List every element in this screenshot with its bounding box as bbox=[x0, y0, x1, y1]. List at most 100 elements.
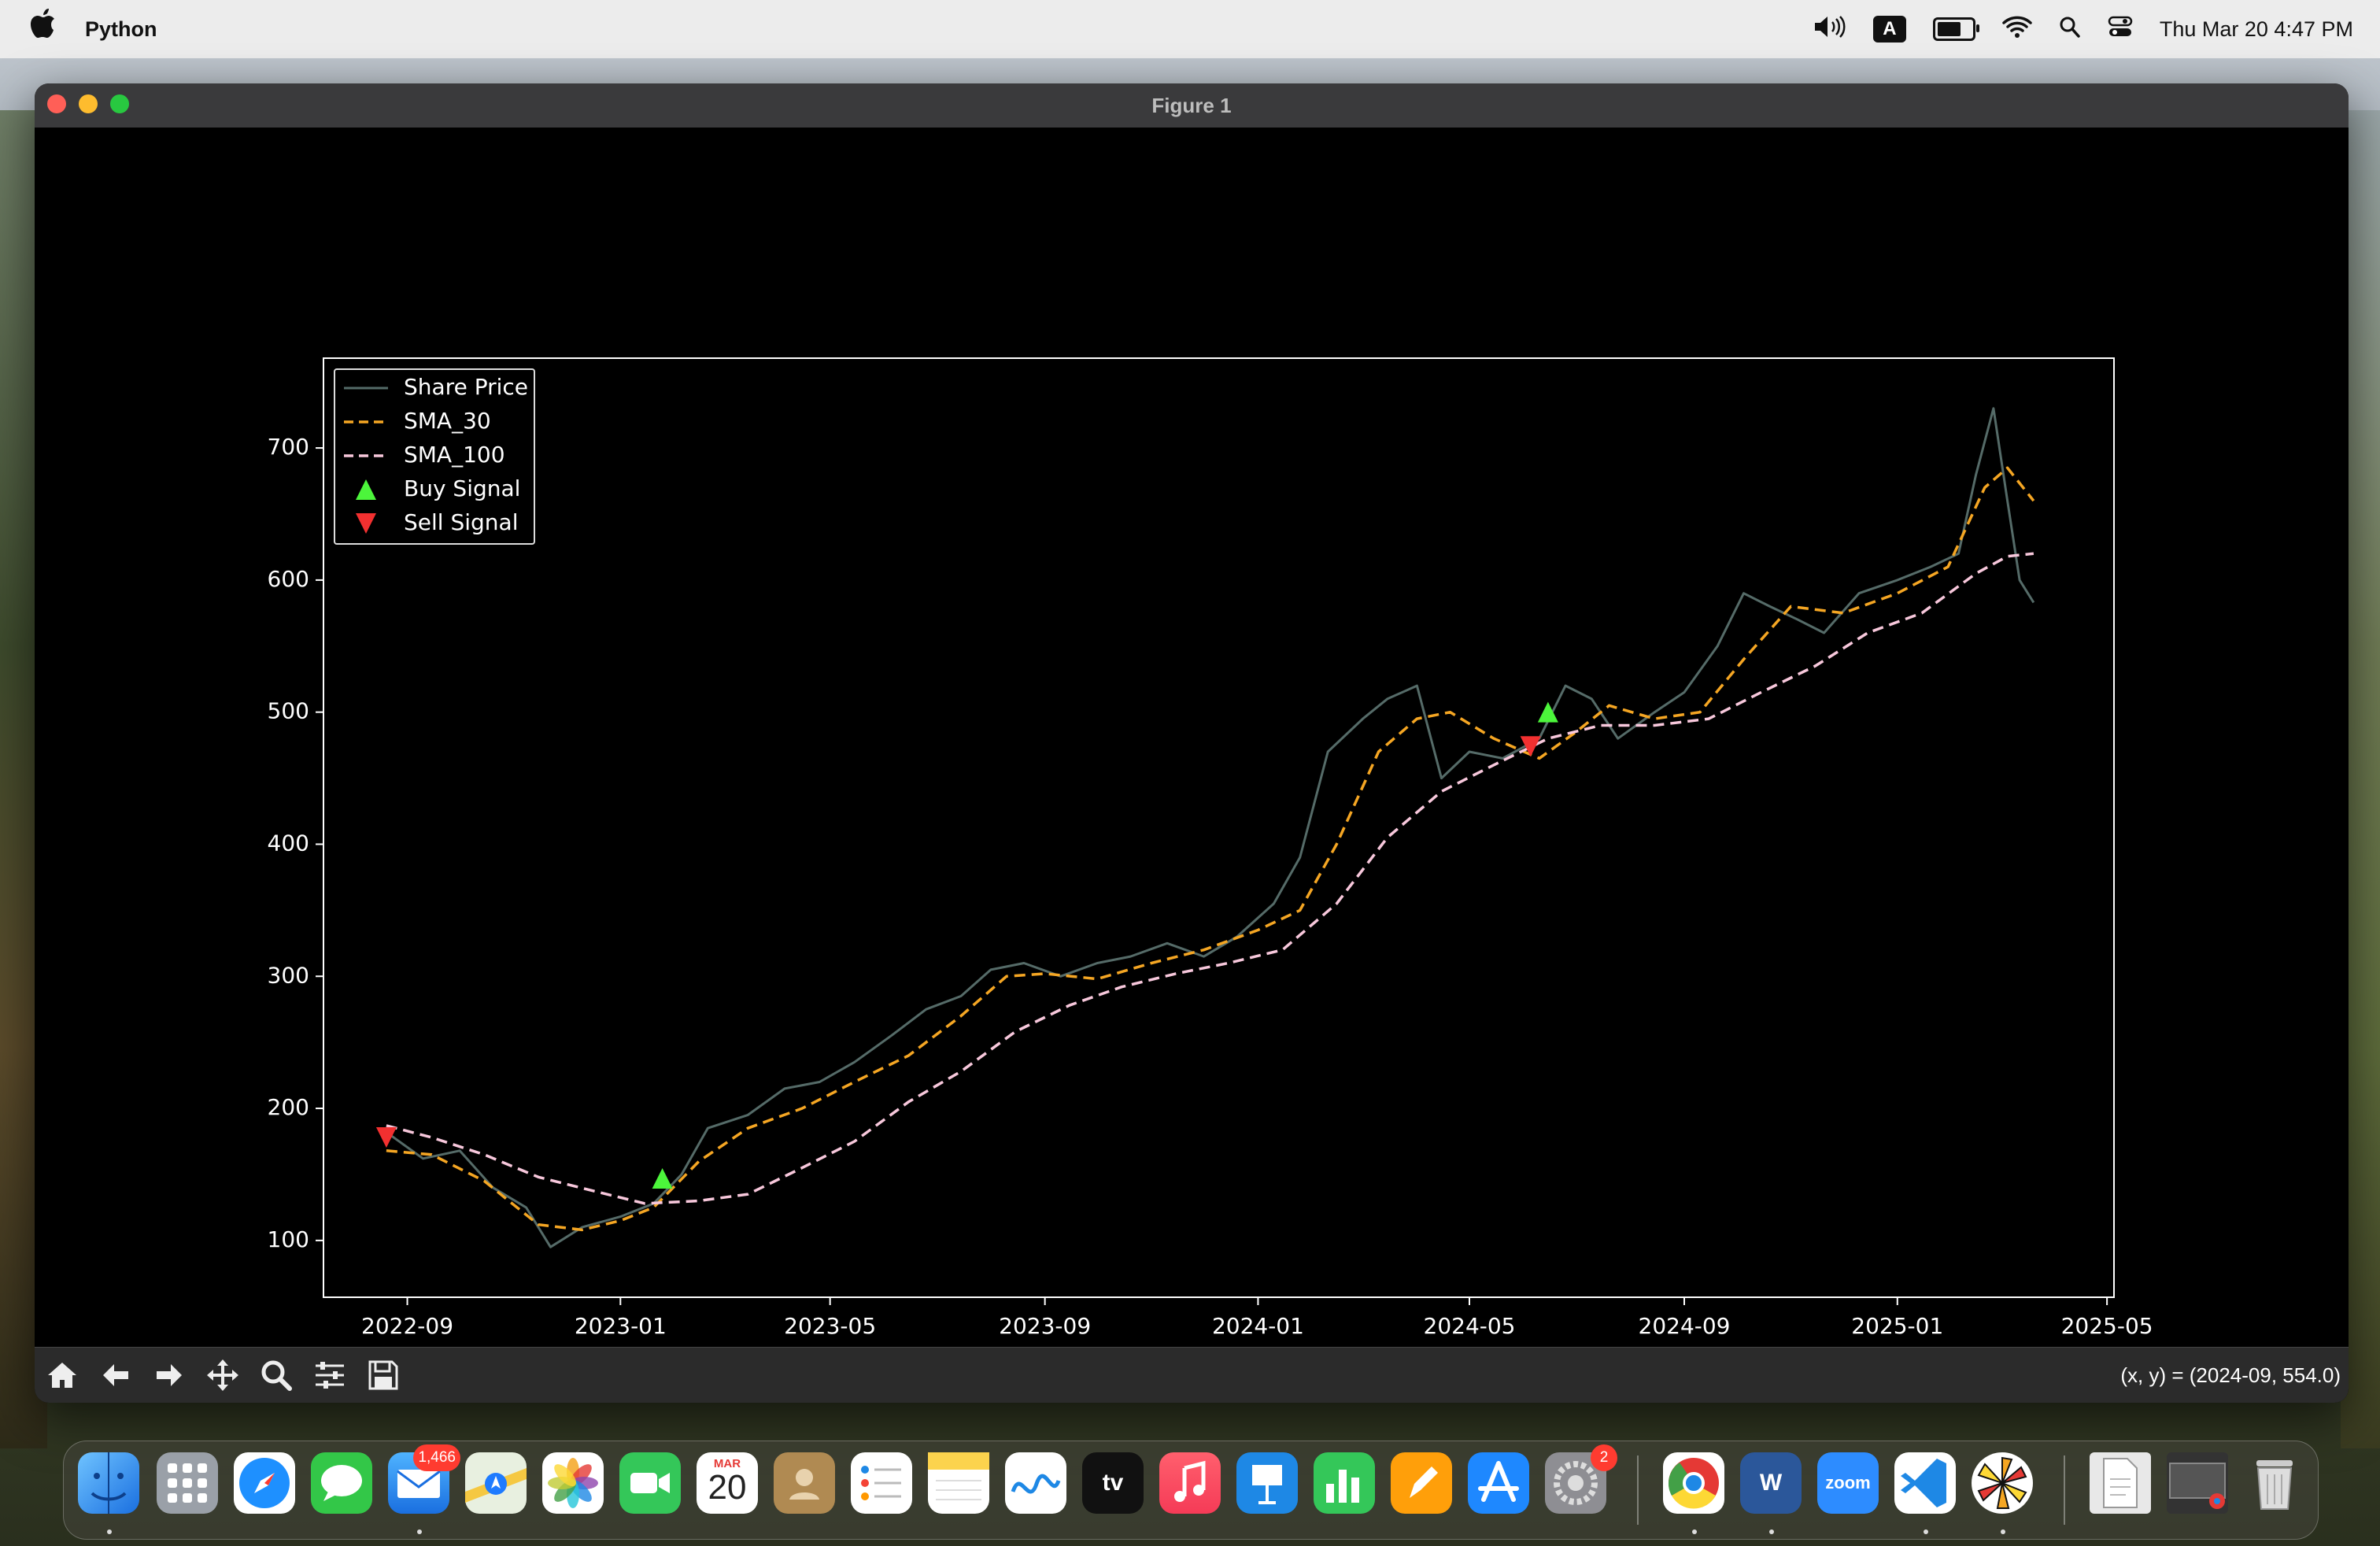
running-indicator bbox=[2001, 1529, 2005, 1534]
save-button[interactable] bbox=[359, 1352, 408, 1398]
notes-icon[interactable] bbox=[928, 1452, 989, 1514]
running-indicator bbox=[1692, 1529, 1697, 1534]
x-tick-label: 2024-09 bbox=[1639, 1313, 1731, 1339]
y-tick-label: 300 bbox=[268, 962, 309, 988]
configure-subplots-button[interactable] bbox=[305, 1352, 354, 1398]
buy-signal-marker bbox=[1537, 701, 1558, 723]
word-label: W bbox=[1759, 1470, 1783, 1496]
document-stack-icon[interactable] bbox=[2090, 1452, 2151, 1514]
photos-icon[interactable] bbox=[542, 1452, 604, 1514]
x-tick-label: 2024-05 bbox=[1424, 1313, 1516, 1339]
keynote-icon[interactable] bbox=[1236, 1452, 1298, 1514]
system-settings-icon[interactable]: 2 bbox=[1545, 1444, 1617, 1514]
configure-icon bbox=[316, 1362, 344, 1389]
zoom-icon bbox=[261, 1360, 292, 1391]
running-indicator bbox=[417, 1529, 422, 1534]
navigation-toolbar: (x, y) = (2024-09, 554.0) bbox=[35, 1347, 2349, 1403]
freeform-icon[interactable] bbox=[1005, 1452, 1066, 1514]
chrome-icon[interactable] bbox=[1663, 1452, 1724, 1514]
cursor-coordinates: (x, y) = (2024-09, 554.0) bbox=[2120, 1363, 2341, 1387]
pan-button[interactable] bbox=[198, 1352, 247, 1398]
word-icon[interactable]: W bbox=[1740, 1452, 1802, 1514]
launchpad-icon[interactable] bbox=[157, 1452, 218, 1514]
legend-swatch-sell bbox=[356, 513, 376, 534]
zoom-app-icon[interactable]: zoom bbox=[1817, 1452, 1879, 1514]
legend-label: SMA_100 bbox=[404, 442, 505, 468]
python-launcher-icon[interactable] bbox=[1972, 1452, 2033, 1514]
legend-label: SMA_30 bbox=[404, 408, 491, 434]
mail-icon[interactable]: 1,466 bbox=[388, 1444, 460, 1514]
running-indicator bbox=[1924, 1529, 1928, 1534]
menubar-clock[interactable]: Thu Mar 20 4:47 PM bbox=[2159, 17, 2353, 41]
x-tick-label: 2025-05 bbox=[2061, 1313, 2153, 1339]
calendar-month: MAR bbox=[713, 1457, 741, 1470]
window-titlebar[interactable]: Figure 1 bbox=[35, 83, 2349, 128]
calendar-icon[interactable]: MAR 20 bbox=[697, 1452, 758, 1514]
close-button[interactable] bbox=[47, 94, 66, 113]
back-button[interactable] bbox=[91, 1352, 140, 1398]
safari-icon[interactable] bbox=[234, 1452, 295, 1514]
reminders-icon[interactable] bbox=[851, 1452, 912, 1514]
contacts-icon[interactable] bbox=[774, 1452, 835, 1514]
running-indicator bbox=[1769, 1529, 1774, 1534]
sell-signal-marker bbox=[375, 1126, 397, 1148]
dock: 1,466 MAR 20 tv bbox=[63, 1441, 2319, 1540]
plot-frame bbox=[323, 357, 2115, 1298]
sell-signal-marker bbox=[1520, 736, 1541, 757]
window-title: Figure 1 bbox=[1151, 94, 1232, 117]
control-center-icon[interactable] bbox=[2108, 15, 2133, 44]
messages-icon[interactable] bbox=[311, 1452, 372, 1514]
settings-badge: 2 bbox=[1591, 1444, 1617, 1471]
zoom-rect-button[interactable] bbox=[252, 1352, 301, 1398]
x-tick-label: 2024-01 bbox=[1212, 1313, 1304, 1339]
pan-icon bbox=[207, 1359, 238, 1391]
stock-chart[interactable]: 100 200 300 400 500 600 700 2022-09 2023-01 2023-… bbox=[35, 128, 2349, 1348]
series-sma-30 bbox=[386, 466, 2035, 1232]
forward-icon bbox=[157, 1364, 182, 1386]
x-tick-label: 2025-01 bbox=[1851, 1313, 1943, 1339]
music-icon[interactable] bbox=[1159, 1452, 1221, 1514]
legend-label: Buy Signal bbox=[404, 475, 520, 501]
minimize-button[interactable] bbox=[79, 94, 98, 113]
facetime-icon[interactable] bbox=[619, 1452, 681, 1514]
zoom-button[interactable] bbox=[110, 94, 129, 113]
volume-icon[interactable] bbox=[1813, 15, 1846, 44]
y-tick-label: 600 bbox=[268, 566, 309, 592]
maps-icon[interactable] bbox=[465, 1452, 527, 1514]
home-button[interactable] bbox=[38, 1352, 87, 1398]
legend-box bbox=[334, 368, 535, 545]
y-tick-label: 200 bbox=[268, 1094, 309, 1120]
x-tick-label: 2023-01 bbox=[575, 1313, 667, 1339]
menu-bar: Python A Thu Mar 20 4:47 PM bbox=[0, 0, 2380, 58]
forward-button[interactable] bbox=[145, 1352, 194, 1398]
x-tick-label: 2023-05 bbox=[784, 1313, 876, 1339]
pages-icon[interactable] bbox=[1391, 1452, 1452, 1514]
keyboard-input-indicator[interactable]: A bbox=[1872, 16, 1906, 43]
legend-label: Sell Signal bbox=[404, 509, 518, 535]
back-icon bbox=[103, 1364, 128, 1386]
legend-label: Share Price bbox=[404, 374, 528, 400]
dock-separator bbox=[2064, 1455, 2065, 1525]
finder-icon[interactable] bbox=[78, 1452, 139, 1514]
figure-window: Figure 1 100 200 300 400 500 600 700 2022-09 202… bbox=[35, 83, 2349, 1403]
screenshot-stack-icon[interactable] bbox=[2167, 1452, 2228, 1514]
legend-swatch-buy bbox=[356, 479, 376, 500]
wifi-icon[interactable] bbox=[2002, 15, 2032, 44]
app-name[interactable]: Python bbox=[85, 17, 157, 41]
buy-signal-marker bbox=[652, 1167, 673, 1189]
apple-menu-icon[interactable] bbox=[30, 0, 61, 58]
calendar-day: 20 bbox=[708, 1468, 747, 1507]
y-tick-label: 400 bbox=[268, 830, 309, 856]
y-tick-label: 700 bbox=[268, 434, 309, 460]
figure-canvas[interactable]: 100 200 300 400 500 600 700 2022-09 2023-01 2023-… bbox=[35, 128, 2349, 1348]
series-share-price bbox=[386, 407, 2035, 1248]
spotlight-search-icon[interactable] bbox=[2059, 15, 2081, 44]
app-store-icon[interactable] bbox=[1468, 1452, 1529, 1514]
trash-icon[interactable] bbox=[2244, 1452, 2305, 1514]
apple-tv-icon[interactable]: tv bbox=[1082, 1452, 1144, 1514]
battery-icon[interactable] bbox=[1932, 17, 1979, 41]
numbers-icon[interactable] bbox=[1314, 1452, 1375, 1514]
save-icon bbox=[368, 1360, 398, 1390]
series-sma-100 bbox=[386, 552, 2034, 1205]
vscode-icon[interactable] bbox=[1894, 1452, 1956, 1514]
